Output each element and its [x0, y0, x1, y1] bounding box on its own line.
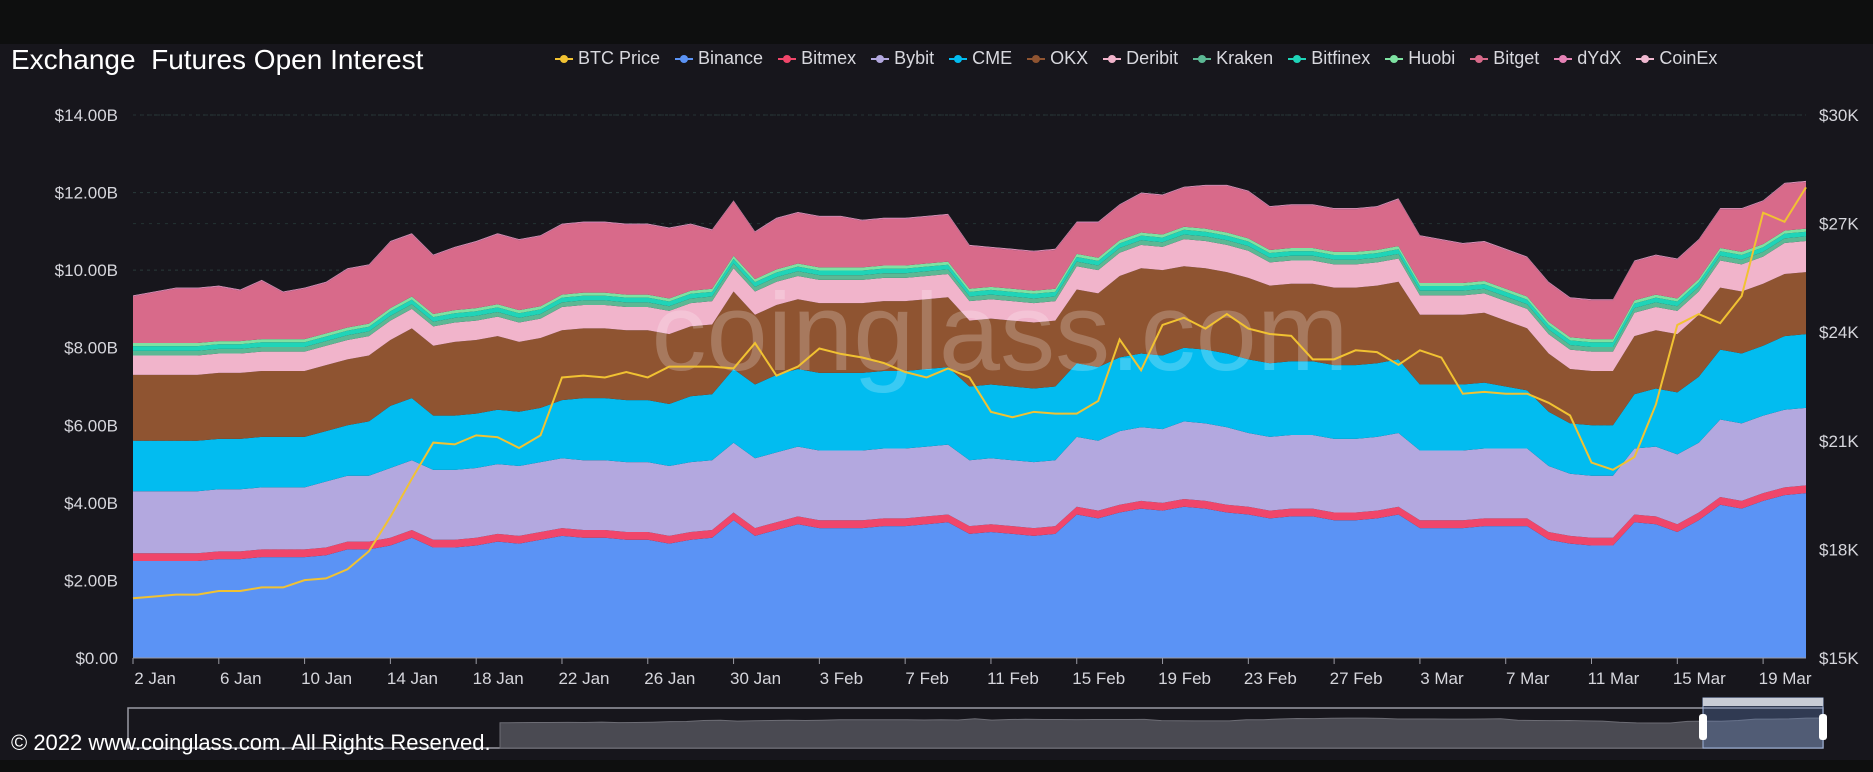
watermark-text: coinglass.com	[652, 271, 1349, 394]
x-tick-label: 15 Mar	[1673, 669, 1726, 688]
y-right-tick-label: $21K	[1819, 432, 1859, 451]
x-tick-label: 2 Jan	[134, 669, 176, 688]
x-tick-label: 30 Jan	[730, 669, 781, 688]
copyright-text: © 2022 www.coinglass.com. All Rights Res…	[11, 730, 491, 755]
y-left-tick-label: $2.00B	[64, 571, 118, 590]
zoom-selection-bar[interactable]	[1703, 698, 1823, 706]
legend-item-btc-price[interactable]: BTC Price	[555, 48, 660, 69]
zoom-handle-left[interactable]	[1699, 714, 1707, 740]
y-left-tick-label: $0.00	[75, 649, 118, 668]
area-bitget	[133, 182, 1806, 344]
x-tick-label: 6 Jan	[220, 669, 262, 688]
x-tick-label: 23 Feb	[1244, 669, 1297, 688]
legend-label: Bitget	[1493, 48, 1540, 68]
legend-item-dydx[interactable]: dYdX	[1554, 48, 1621, 69]
legend-item-bitfinex[interactable]: Bitfinex	[1288, 48, 1370, 69]
x-tick-label: 27 Feb	[1330, 669, 1383, 688]
x-tick-label: 11 Mar	[1588, 669, 1640, 688]
x-tick-label: 19 Mar	[1759, 669, 1812, 688]
x-tick-label: 14 Jan	[387, 669, 438, 688]
legend-item-bitmex[interactable]: Bitmex	[778, 48, 856, 69]
area-binance	[133, 493, 1806, 658]
legend-label: Huobi	[1408, 48, 1456, 68]
x-tick-label: 10 Jan	[301, 669, 352, 688]
legend-label: CoinEx	[1659, 48, 1718, 68]
legend-swatch	[949, 54, 968, 64]
legend-label: Bitfinex	[1311, 48, 1371, 68]
y-right-tick-label: $30K	[1819, 106, 1859, 125]
legend-item-okx[interactable]: OKX	[1027, 48, 1088, 69]
y-left-tick-label: $6.00B	[64, 416, 118, 435]
legend-swatch	[1027, 54, 1046, 64]
legend-swatch	[1193, 54, 1212, 64]
x-tick-label: 18 Jan	[473, 669, 524, 688]
legend-label: BTC Price	[578, 48, 661, 68]
legend-label: Binance	[698, 48, 764, 68]
legend-item-bybit[interactable]: Bybit	[871, 48, 934, 69]
x-tick-label: 26 Jan	[644, 669, 695, 688]
line-btc-price	[132, 186, 1807, 600]
y-left-tick-label: $10.00B	[55, 261, 118, 280]
legend-swatch	[1385, 54, 1404, 64]
y-left-tick-label: $4.00B	[64, 494, 118, 513]
y-right-tick-label: $15K	[1819, 649, 1859, 668]
x-tick-label: 7 Mar	[1506, 669, 1550, 688]
legend-item-deribit[interactable]: Deribit	[1103, 48, 1178, 69]
x-tick-label: 7 Feb	[905, 669, 948, 688]
area-bitmex	[133, 485, 1806, 562]
stacked-areas	[133, 180, 1806, 658]
navigator-overview-area	[499, 717, 1824, 749]
bottom-bar	[0, 760, 1873, 772]
legend-label: CME	[972, 48, 1013, 68]
y-left-tick-label: $8.00B	[64, 339, 118, 358]
chart-title: Exchange Futures Open Interest	[11, 44, 424, 75]
legend: BTC Price Binance Bitmex Bybit CME OKX Deribit…	[555, 48, 1732, 69]
legend-item-huobi[interactable]: Huobi	[1385, 48, 1455, 69]
x-tick-label: 3 Feb	[820, 669, 863, 688]
area-okx	[133, 266, 1806, 441]
legend-item-cme[interactable]: CME	[949, 48, 1012, 69]
legend-label: Kraken	[1216, 48, 1274, 68]
y-right-tick-label: $27K	[1819, 215, 1859, 234]
area-deribit	[133, 239, 1806, 375]
x-tick-label: 11 Feb	[987, 669, 1039, 688]
legend-item-coinex[interactable]: CoinEx	[1636, 48, 1717, 69]
legend-swatch	[1288, 54, 1307, 64]
legend-swatch	[675, 54, 694, 64]
legend-swatch	[871, 54, 890, 64]
legend-swatch	[1103, 54, 1122, 64]
area-cme	[133, 334, 1806, 492]
legend-item-binance[interactable]: Binance	[675, 48, 763, 69]
legend-label: OKX	[1050, 48, 1089, 68]
legend-item-kraken[interactable]: Kraken	[1193, 48, 1273, 69]
x-tick-label: 19 Feb	[1158, 669, 1211, 688]
legend-swatch	[1470, 54, 1489, 64]
x-tick-label: 3 Mar	[1420, 669, 1464, 688]
legend-label: Bybit	[894, 48, 935, 68]
legend-swatch	[778, 54, 797, 64]
x-tick-label: 22 Jan	[558, 669, 609, 688]
zoom-handle-right[interactable]	[1819, 714, 1827, 740]
legend-swatch	[1554, 54, 1573, 64]
legend-swatch	[1636, 54, 1655, 64]
y-right-tick-label: $24K	[1819, 323, 1859, 342]
legend-swatch	[555, 54, 573, 64]
legend-label: Deribit	[1126, 48, 1179, 68]
x-tick-label: 15 Feb	[1072, 669, 1125, 688]
y-right-tick-label: $18K	[1819, 540, 1859, 559]
top-bar	[0, 0, 1873, 44]
legend-item-bitget[interactable]: Bitget	[1470, 48, 1539, 69]
legend-label: dYdX	[1577, 48, 1622, 68]
y-left-tick-label: $12.00B	[55, 184, 118, 203]
legend-label: Bitmex	[801, 48, 857, 68]
area-bybit	[133, 407, 1806, 554]
y-left-tick-label: $14.00B	[55, 106, 118, 125]
